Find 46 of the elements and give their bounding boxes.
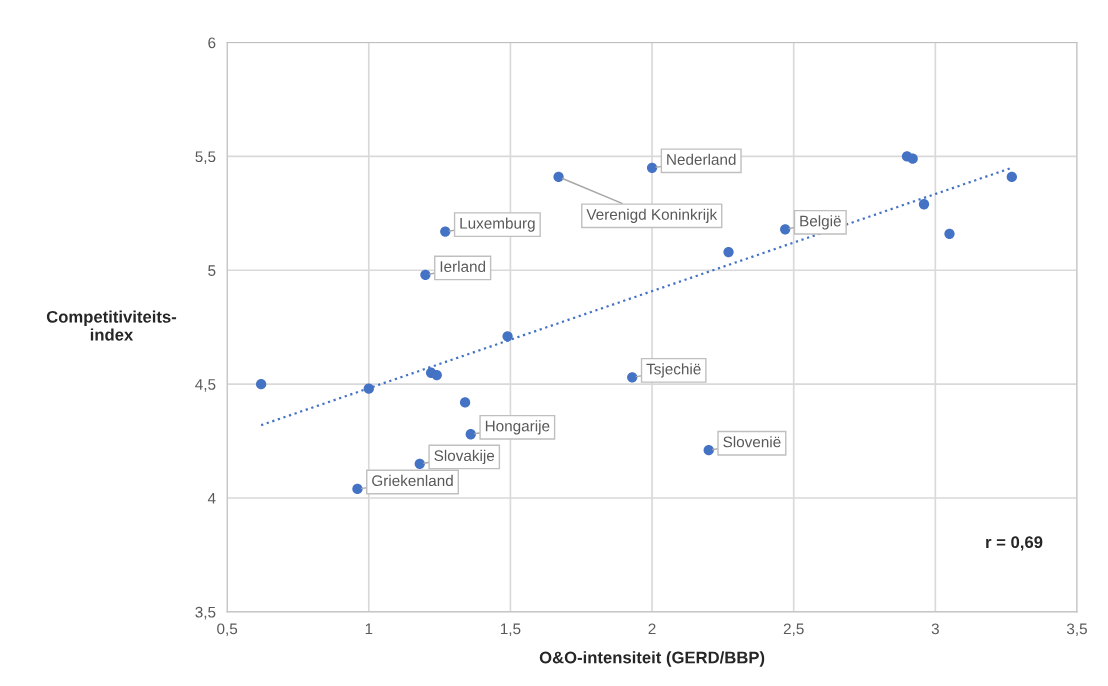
y-axis-title: Competitiviteits- index [46,310,177,341]
point [502,331,513,342]
x-tick-label: 3,5 [1066,623,1087,637]
point [646,162,658,173]
annotation: Slovakije [434,449,495,465]
x-tick-label: 2 [648,623,656,635]
annotation: Hongarije [485,420,550,435]
annotation: Ierland [440,260,486,272]
point [352,483,363,495]
point [255,379,267,390]
x-axis-title: O&O-intensiteit (GERD/BBP) [539,651,765,667]
point [944,228,955,239]
y-tick-label: 3,5 [195,606,216,620]
annotation: Griekenland [372,474,453,487]
x-tick-label: 0,5 [217,623,238,637]
point [1006,171,1017,183]
y-tick-label: 4 [207,493,216,504]
y-tick-label: 5 [208,265,216,276]
y-tick-label: 6 [208,37,216,49]
point [553,171,564,183]
x-tick-label: 1,5 [500,623,521,637]
point [431,369,442,381]
y-tick-label: 4,5 [195,379,216,392]
y-tick-label: 5,5 [195,151,216,164]
x-tick-label: 3 [931,623,939,635]
point [363,383,374,394]
point [918,199,930,210]
x-tick-label: 1 [365,623,373,635]
point [420,269,431,280]
x-tick-label: 2,5 [783,623,804,637]
annotation: Luxemburg [460,217,535,232]
annotation: r = 0,69 [986,536,1043,551]
point [723,246,734,258]
point [465,429,476,440]
annotation: België [800,215,841,230]
point [780,224,791,235]
annotation: Verenigd Koninkrijk [586,208,718,223]
point [703,445,714,456]
point [440,226,451,237]
point [627,372,638,383]
annotation: Slovenië [723,436,781,448]
annotation: Nederland [667,153,736,165]
annotation: Tsjechië [646,363,701,378]
point [459,397,471,408]
point [907,153,918,164]
point [414,458,425,470]
